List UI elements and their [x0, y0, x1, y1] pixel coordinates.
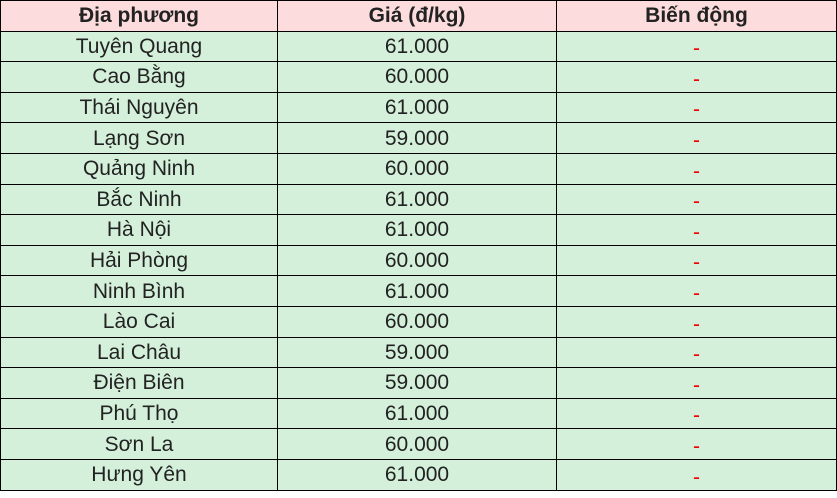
change-cell: -	[556, 397, 837, 430]
table-row: Sơn La 60.000-	[0, 428, 837, 460]
change-cell: -	[556, 61, 837, 93]
change-cell: -	[556, 305, 837, 338]
price-cell: 61.000	[277, 91, 557, 124]
table-row: Cao Bằng 60.000-	[0, 61, 837, 93]
table-row: Hưng Yên 61.000-	[0, 458, 837, 491]
region-cell: Sơn La	[0, 428, 278, 460]
table-row: Ninh Bình 61.000-	[0, 275, 837, 307]
region-cell: Lào Cai	[0, 305, 278, 338]
region-cell: Thái Nguyên	[0, 91, 278, 124]
change-cell: -	[556, 91, 837, 124]
price-cell: 59.000	[277, 336, 557, 369]
header-region: Địa phương	[0, 0, 278, 32]
change-cell: -	[556, 428, 837, 460]
price-cell: 61.000	[277, 397, 557, 430]
region-cell: Hải Phòng	[0, 244, 278, 277]
table-row: Quảng Ninh 60.000-	[0, 152, 837, 185]
table-row: Điện Biên 59.000-	[0, 367, 837, 399]
region-cell: Cao Bằng	[0, 61, 278, 93]
change-cell: -	[556, 30, 837, 63]
price-cell: 60.000	[277, 244, 557, 277]
table-row: Phú Thọ 61.000-	[0, 397, 837, 430]
change-cell: -	[556, 152, 837, 185]
price-cell: 61.000	[277, 458, 557, 491]
region-cell: Bắc Ninh	[0, 183, 278, 216]
price-cell: 60.000	[277, 305, 557, 338]
table-row: Lai Châu 59.000-	[0, 336, 837, 369]
region-cell: Quảng Ninh	[0, 152, 278, 185]
header-change: Biến động	[556, 0, 837, 32]
table-row: Lạng Sơn 59.000-	[0, 122, 837, 154]
header-price: Giá (đ/kg)	[277, 0, 557, 32]
change-cell: -	[556, 214, 837, 246]
change-cell: -	[556, 122, 837, 154]
region-cell: Lai Châu	[0, 336, 278, 369]
price-cell: 60.000	[277, 152, 557, 185]
price-cell: 59.000	[277, 122, 557, 154]
change-cell: -	[556, 275, 837, 307]
table-row: Tuyên Quang 61.000-	[0, 30, 837, 63]
change-cell: -	[556, 367, 837, 399]
region-cell: Điện Biên	[0, 367, 278, 399]
region-cell: Phú Thọ	[0, 397, 278, 430]
table-row: Thái Nguyên 61.000-	[0, 91, 837, 124]
region-cell: Ninh Bình	[0, 275, 278, 307]
price-cell: 59.000	[277, 367, 557, 399]
region-cell: Lạng Sơn	[0, 122, 278, 154]
region-cell: Tuyên Quang	[0, 30, 278, 63]
price-cell: 61.000	[277, 30, 557, 63]
header-row: Địa phương Giá (đ/kg) Biến động	[0, 0, 837, 32]
price-cell: 60.000	[277, 61, 557, 93]
table-row: Hải Phòng 60.000-	[0, 244, 837, 277]
price-cell: 60.000	[277, 428, 557, 460]
region-cell: Hưng Yên	[0, 458, 278, 491]
table-row: Bắc Ninh 61.000-	[0, 183, 837, 216]
table-row: Hà Nội 61.000-	[0, 214, 837, 246]
change-cell: -	[556, 183, 837, 216]
change-cell: -	[556, 244, 837, 277]
change-cell: -	[556, 336, 837, 369]
table-row: Lào Cai 60.000-	[0, 305, 837, 338]
change-cell: -	[556, 458, 837, 491]
price-cell: 61.000	[277, 275, 557, 307]
price-cell: 61.000	[277, 214, 557, 246]
price-cell: 61.000	[277, 183, 557, 216]
region-cell: Hà Nội	[0, 214, 278, 246]
